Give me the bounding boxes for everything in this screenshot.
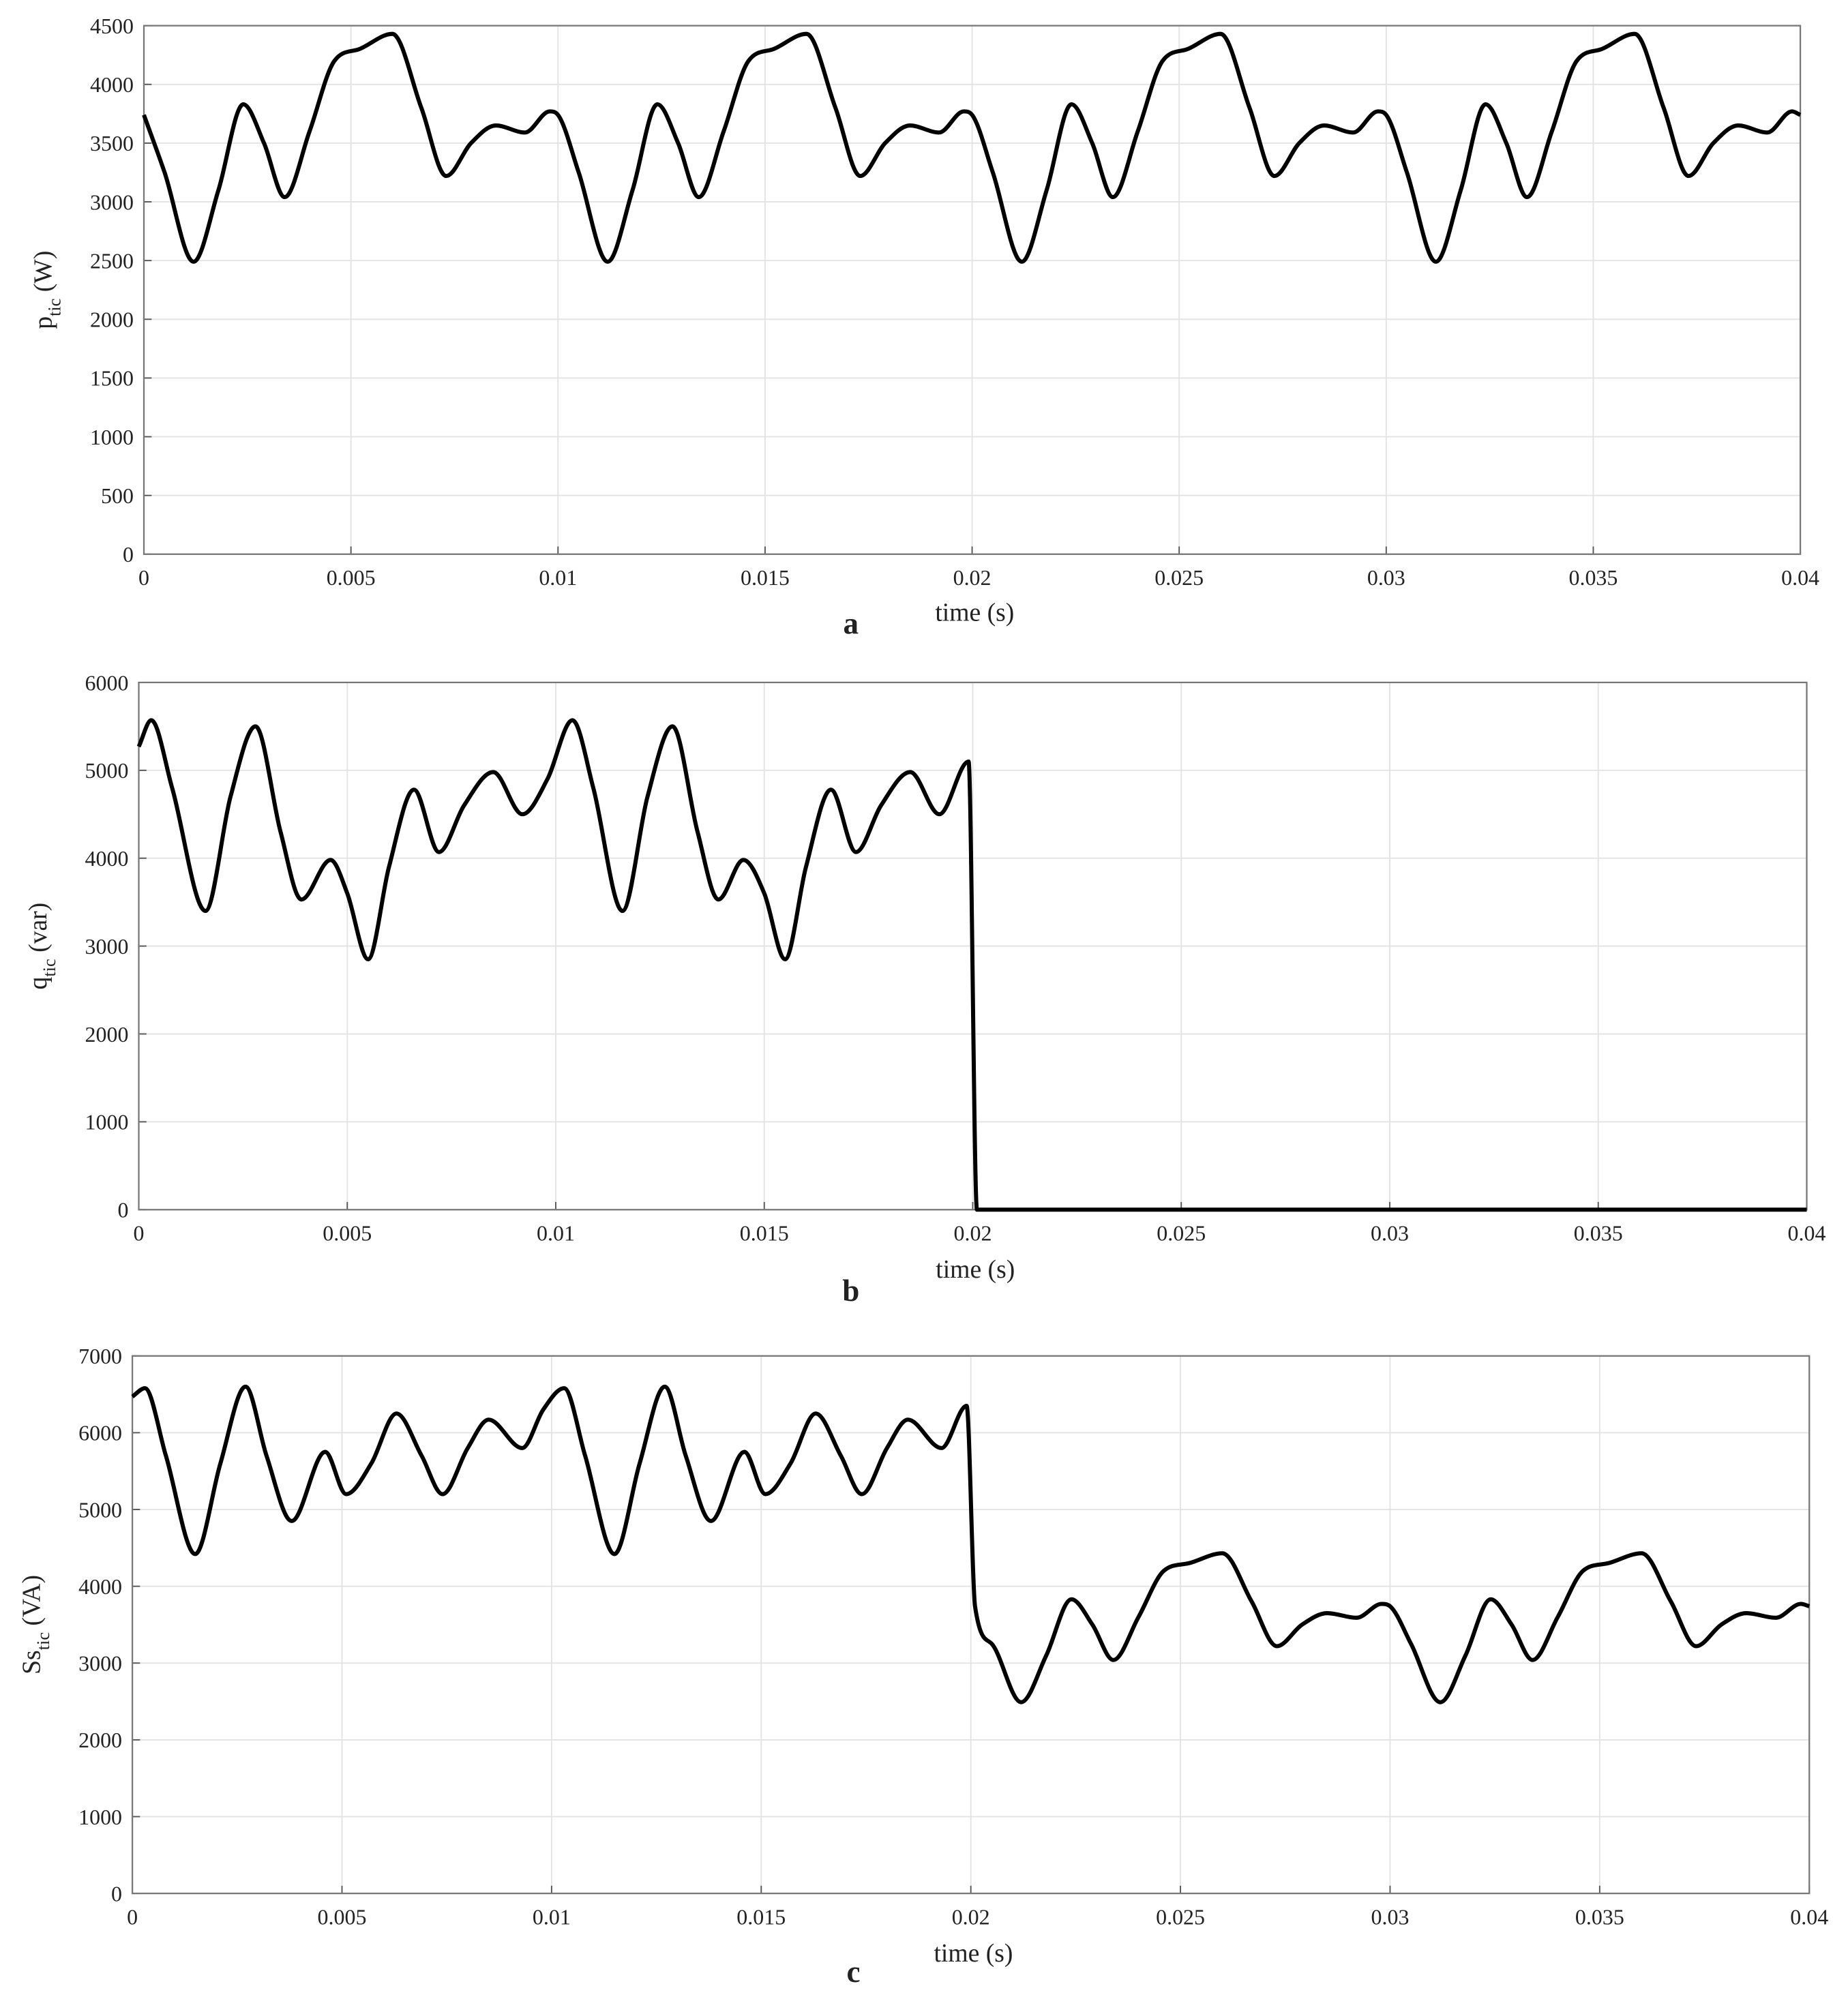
x-tick-label: 0.03: [1367, 566, 1405, 590]
plot-frame: [138, 681, 1808, 1211]
x-tick-label: 0.025: [1156, 1905, 1205, 1929]
x-axis-label: time (s): [934, 1939, 1013, 1968]
x-tick-label: 0.04: [1790, 1905, 1828, 1929]
panel-label: c: [846, 1955, 860, 1989]
y-tick-label: 1000: [78, 1805, 122, 1829]
x-tick-label: 0.04: [1788, 1221, 1826, 1245]
y-tick-label: 500: [101, 484, 134, 508]
y-tick-label: 2000: [90, 308, 134, 332]
y-tick-label: 3000: [85, 935, 129, 959]
y-tick-label: 3500: [90, 132, 134, 155]
panel-label: a: [843, 606, 859, 640]
x-tick-label: 0.015: [736, 1905, 786, 1929]
x-tick-label: 0.03: [1371, 1905, 1409, 1929]
panel: 0 0.005 0.01 0.015 0.02 0.025 0.03 0.035 0.04 0 10…: [18, 1344, 1829, 1989]
x-tick-label: 0.01: [539, 566, 577, 590]
x-tick-label: 0.02: [953, 566, 992, 590]
y-tick-label: 4000: [85, 847, 129, 871]
y-tick-label: 3000: [78, 1652, 122, 1676]
y-tick-label: 2500: [90, 249, 134, 273]
panel: 0 0.005 0.01 0.015 0.02 0.025 0.03 0.035 0.04 0 10…: [24, 671, 1825, 1308]
y-tick-label: 7000: [78, 1344, 122, 1368]
x-tick-label: 0.035: [1568, 566, 1618, 590]
x-tick-label: 0.015: [740, 1221, 789, 1245]
y-tick-label: 0: [117, 1199, 128, 1222]
x-tick-label: 0.005: [327, 566, 376, 590]
y-tick-label: 3000: [90, 190, 134, 214]
y-tick-label: 1000: [85, 1111, 129, 1134]
y-tick-label: 4000: [78, 1575, 122, 1599]
y-tick-label: 4000: [90, 73, 134, 97]
y-tick-label: 4500: [90, 14, 134, 38]
x-tick-label: 0: [134, 1221, 145, 1245]
plot-frame: [131, 1355, 1810, 1895]
x-tick-label: 0.01: [533, 1905, 571, 1929]
y-label-symbol: Ss: [18, 1650, 46, 1674]
x-axis-label: time (s): [935, 599, 1014, 627]
x-tick-label: 0.035: [1575, 1905, 1624, 1929]
x-tick-label: 0.015: [741, 566, 790, 590]
y-label-symbol: p: [29, 316, 58, 329]
x-tick-label: 0.025: [1157, 1221, 1206, 1245]
y-label-subscript: tic: [45, 299, 65, 316]
x-tick-label: 0.03: [1371, 1221, 1409, 1245]
y-tick-label: 0: [111, 1882, 122, 1906]
x-tick-label: 0.02: [954, 1221, 992, 1245]
y-label-subscript: tic: [40, 959, 59, 976]
y-axis-label: qtic (var): [24, 903, 59, 990]
y-tick-label: 5000: [78, 1498, 122, 1522]
y-tick-label: 6000: [78, 1422, 122, 1445]
x-tick-label: 0.035: [1574, 1221, 1623, 1245]
panel: 0 0.005 0.01 0.015 0.02 0.025 0.03 0.035 0.04 0 50…: [29, 14, 1820, 641]
y-axis-label: Sstic (VA): [18, 1575, 53, 1674]
x-tick-label: 0.01: [537, 1221, 575, 1245]
plot-frame: [143, 25, 1802, 555]
y-label-unit: (var): [24, 903, 53, 952]
data-line: [136, 718, 1807, 1212]
y-label-symbol: q: [24, 976, 53, 989]
data-line: [131, 1384, 1810, 1704]
x-tick-label: 0.02: [952, 1905, 990, 1929]
y-tick-label: 1500: [90, 367, 134, 391]
y-tick-label: 1000: [90, 425, 134, 449]
panel-label: b: [842, 1274, 859, 1308]
y-tick-label: 5000: [85, 759, 129, 783]
x-tick-label: 0.005: [318, 1905, 367, 1929]
x-tick-label: 0.025: [1154, 566, 1204, 590]
data-line: [142, 31, 1802, 264]
y-label-subscript: tic: [33, 1632, 53, 1650]
y-tick-label: 6000: [85, 671, 129, 695]
x-tick-label: 0.005: [323, 1221, 372, 1245]
x-tick-label: 0: [127, 1905, 138, 1929]
x-tick-label: 0: [138, 566, 149, 590]
x-tick-label: 0.04: [1781, 566, 1819, 590]
y-tick-label: 2000: [78, 1728, 122, 1752]
y-label-unit: (VA): [18, 1575, 46, 1626]
y-axis-label: ptic (W): [29, 251, 65, 329]
y-tick-label: 0: [123, 543, 134, 567]
y-tick-label: 2000: [85, 1023, 129, 1047]
y-label-unit: (W): [29, 251, 58, 292]
x-axis-label: time (s): [936, 1255, 1015, 1284]
